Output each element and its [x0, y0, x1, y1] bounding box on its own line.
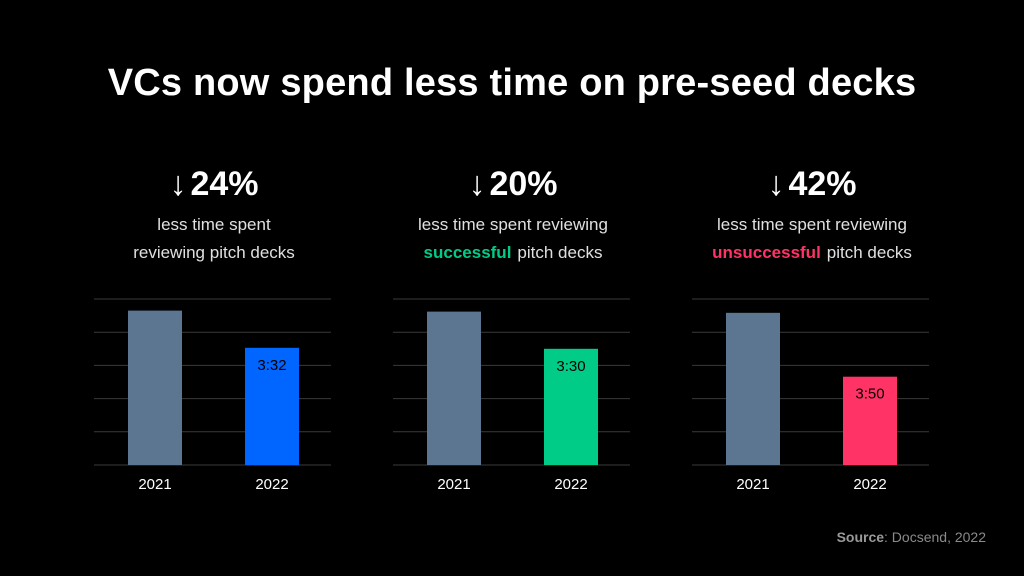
- stat-headline: ↓ 24%: [64, 162, 364, 206]
- desc-line1: less time spent: [157, 215, 271, 234]
- desc-line2-rest: pitch decks: [517, 243, 603, 262]
- panel-unsuccessful-decks: ↓ 42% less time spent reviewing unsuccess…: [662, 162, 962, 493]
- desc-line2-rest: reviewing pitch decks: [133, 243, 295, 262]
- category-label: 2022: [554, 476, 587, 493]
- desc-line2: unsuccessful pitch decks: [662, 239, 962, 267]
- category-label: 2022: [853, 476, 886, 493]
- stat-description: less time spent reviewing pitch decks: [64, 211, 364, 267]
- stat-description: less time spent reviewing successful pitc…: [363, 211, 663, 267]
- arrow-down-icon: ↓: [468, 165, 486, 203]
- bar-2022: [544, 348, 598, 465]
- panel-all-decks: ↓ 24% less time spent reviewing pitch dec…: [64, 162, 364, 493]
- desc-line2: successful pitch decks: [363, 239, 663, 267]
- category-label: 2021: [437, 476, 470, 493]
- arrow-down-icon: ↓: [767, 165, 785, 203]
- desc-line1: less time spent reviewing: [418, 215, 608, 234]
- data-label: 3:50: [855, 386, 884, 403]
- stat-headline: ↓ 20%: [363, 162, 663, 206]
- desc-line2-rest: pitch decks: [826, 243, 912, 262]
- source-text: : Docsend, 2022: [884, 529, 986, 545]
- stat-value: 24%: [190, 165, 259, 203]
- panel-successful-decks: ↓ 20% less time spent reviewing successfu…: [363, 162, 663, 493]
- category-label: 2021: [736, 476, 769, 493]
- stat-description: less time spent reviewing unsuccessful pi…: [662, 211, 962, 267]
- desc-line2: reviewing pitch decks: [64, 239, 364, 267]
- bar-2021: [128, 310, 182, 465]
- desc-highlight: successful: [423, 243, 512, 262]
- desc-highlight: unsuccessful: [712, 243, 821, 262]
- bar-2022: [843, 376, 897, 465]
- stat-value: 42%: [788, 165, 857, 203]
- chart-svg: 2021 3:32 2022: [94, 298, 331, 493]
- bar-2021: [726, 312, 780, 465]
- category-label: 2021: [138, 476, 171, 493]
- source-label: Source: [836, 529, 885, 545]
- page-title: VCs now spend less time on pre-seed deck…: [107, 62, 917, 104]
- chart-svg: 2021 3:30 2022: [393, 298, 630, 493]
- stat-headline: ↓ 42%: [662, 162, 962, 206]
- chart-svg: 2021 3:50 2022: [692, 298, 929, 493]
- data-label: 3:30: [556, 358, 585, 375]
- desc-line1: less time spent reviewing: [717, 215, 907, 234]
- bar-2021: [427, 311, 481, 465]
- bar-chart: 2021 3:32 2022: [64, 298, 364, 498]
- bar-chart: 2021 3:50 2022: [662, 298, 962, 498]
- data-label: 3:32: [257, 357, 286, 374]
- stat-value: 20%: [489, 165, 558, 203]
- bar-2022: [245, 347, 299, 465]
- category-label: 2022: [255, 476, 288, 493]
- arrow-down-icon: ↓: [169, 165, 187, 203]
- source-note: Source: Docsend, 2022: [837, 529, 986, 545]
- bar-chart: 2021 3:30 2022: [363, 298, 663, 498]
